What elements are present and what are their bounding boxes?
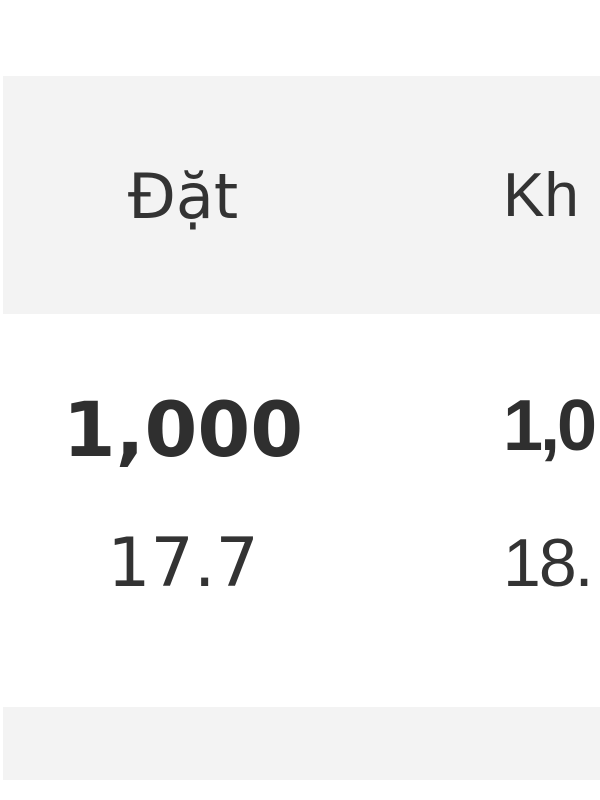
cell-subvalue-1: 17.7: [107, 524, 259, 603]
cell-subvalue-2: 18.: [503, 525, 594, 601]
column-header-2: Kh: [503, 161, 579, 230]
column-header-1: Đặt: [127, 160, 239, 233]
cell-value-2: 1,0: [503, 386, 597, 466]
cell-value-1: 1,000: [62, 385, 304, 474]
table-header-row: [3, 76, 600, 314]
table-footer-row: [3, 707, 600, 780]
